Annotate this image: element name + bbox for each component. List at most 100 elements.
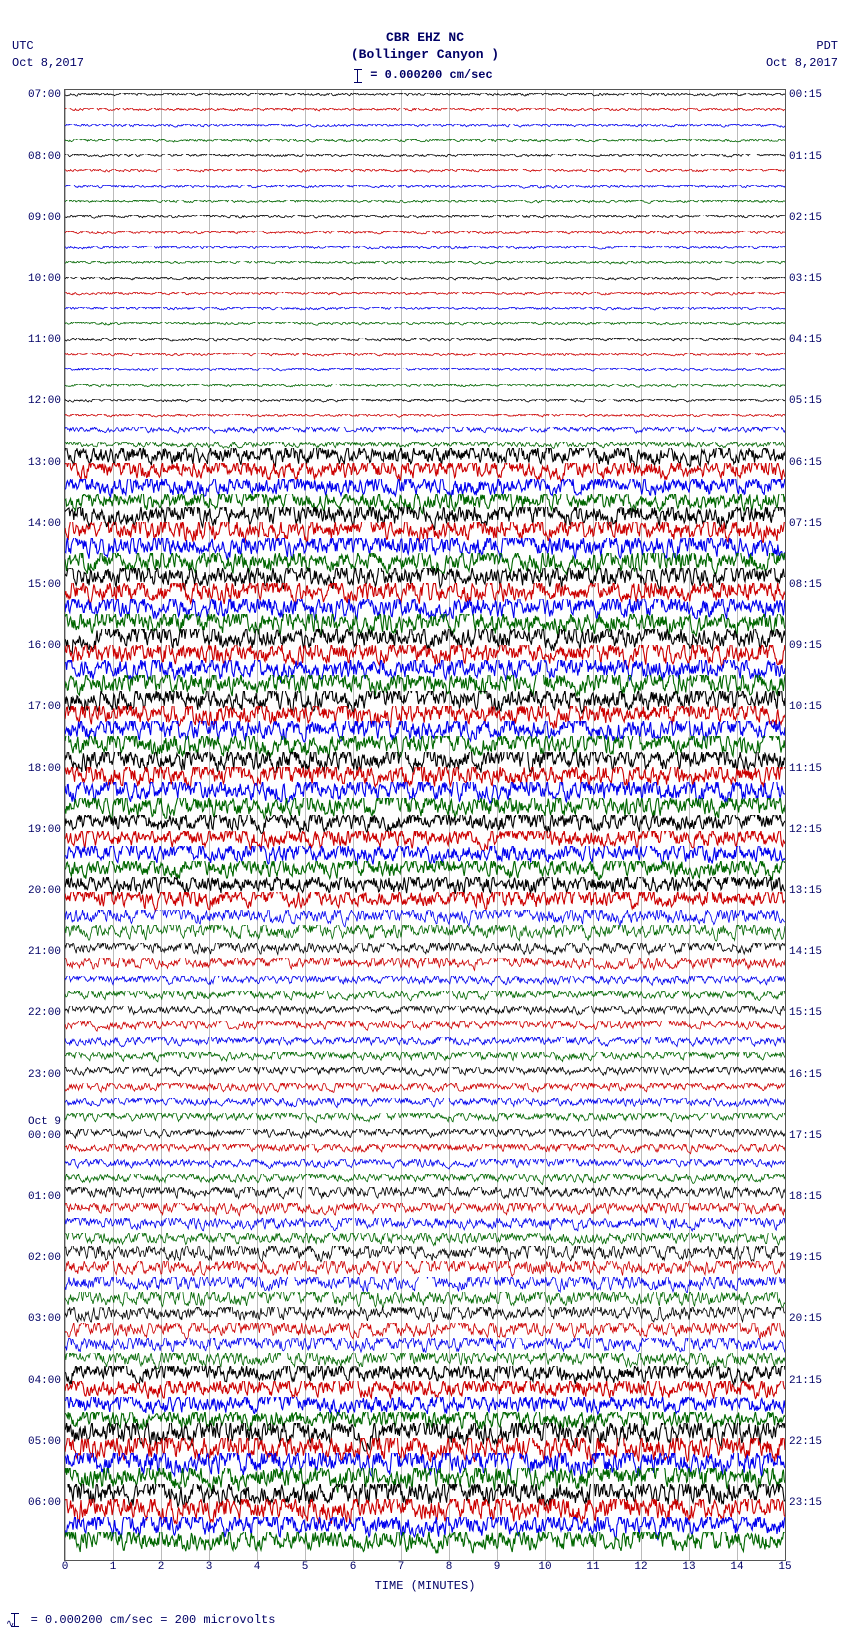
utc-hour-label: 04:00 [28, 1375, 65, 1387]
trace-line [65, 1067, 785, 1083]
gridline [785, 90, 786, 1560]
tz-right-block: PDT Oct 8,2017 [766, 38, 838, 72]
utc-hour-label: 07:00 [28, 89, 65, 101]
trace-line [65, 139, 785, 146]
trace-line [65, 1021, 785, 1037]
pdt-hour-label: 21:15 [785, 1375, 822, 1387]
pdt-hour-label: 11:15 [785, 763, 822, 775]
x-tick: 3 [206, 1561, 213, 1573]
trace-line [65, 368, 785, 375]
pdt-hour-label: 19:15 [785, 1252, 822, 1264]
x-tick: 1 [110, 1561, 117, 1573]
trace-line [65, 1159, 785, 1175]
x-tick: 13 [682, 1561, 695, 1573]
pdt-hour-label: 02:15 [785, 212, 822, 224]
utc-hour-label: 21:00 [28, 946, 65, 958]
trace-line [65, 246, 785, 253]
trace-line [65, 200, 785, 207]
trace-line [65, 1083, 785, 1099]
x-tick: 11 [586, 1561, 599, 1573]
utc-hour-label: 16:00 [28, 640, 65, 652]
x-axis: TIME (MINUTES) 0123456789101112131415 [65, 1561, 785, 1601]
x-tick: 15 [778, 1561, 791, 1573]
trace-line [65, 1052, 785, 1068]
tz-left-block: UTC Oct 8,2017 [12, 38, 84, 72]
trace-line [65, 427, 785, 439]
utc-hour-label: 14:00 [28, 518, 65, 530]
utc-hour-label: 20:00 [28, 885, 65, 897]
tz-right-label: PDT [766, 38, 838, 55]
x-tick: 2 [158, 1561, 165, 1573]
trace-line [65, 185, 785, 192]
station-location: (Bollinger Canyon ) [0, 47, 850, 64]
utc-hour-label: 03:00 [28, 1313, 65, 1325]
pdt-hour-label: 00:15 [785, 89, 822, 101]
amplitude-scale: = 0.000200 cm/sec [0, 68, 850, 84]
station-code: CBR EHZ NC [0, 30, 850, 47]
utc-hour-label: 10:00 [28, 273, 65, 285]
pdt-hour-label: 05:15 [785, 395, 822, 407]
trace-line [65, 399, 785, 406]
pdt-hour-label: 12:15 [785, 824, 822, 836]
utc-hour-label: 15:00 [28, 579, 65, 591]
trace-line [65, 277, 785, 284]
trace-line [65, 991, 785, 1007]
trace-line [65, 93, 785, 100]
trace-line [65, 169, 785, 176]
pdt-hour-label: 06:15 [785, 457, 822, 469]
tz-left-date: Oct 8,2017 [12, 55, 84, 72]
utc-hour-label: 12:00 [28, 395, 65, 407]
pdt-hour-label: 10:15 [785, 701, 822, 713]
pdt-hour-label: 13:15 [785, 885, 822, 897]
utc-hour-label: 19:00 [28, 824, 65, 836]
pdt-hour-label: 01:15 [785, 151, 822, 163]
pdt-hour-label: 20:15 [785, 1313, 822, 1325]
trace-line [65, 1006, 785, 1022]
scale-bar-icon [357, 69, 366, 83]
trace-line [65, 154, 785, 161]
utc-hour-label: 18:00 [28, 763, 65, 775]
trace-line [65, 353, 785, 360]
utc-hour-label: 06:00 [28, 1497, 65, 1509]
pdt-hour-label: 23:15 [785, 1497, 822, 1509]
trace-line [65, 215, 785, 222]
scale-text: = 0.000200 cm/sec [370, 68, 492, 84]
utc-hour-label: 17:00 [28, 701, 65, 713]
trace-line [65, 384, 785, 391]
utc-hour-label: 02:00 [28, 1252, 65, 1264]
x-tick: 7 [398, 1561, 405, 1573]
seismogram-page: UTC Oct 8,2017 PDT Oct 8,2017 CBR EHZ NC… [0, 0, 850, 1641]
seismogram-plot [64, 89, 786, 1561]
x-tick: 4 [254, 1561, 261, 1573]
trace-line [65, 976, 785, 992]
trace-line [65, 1037, 785, 1053]
chart-header: CBR EHZ NC (Bollinger Canyon ) = 0.00020… [0, 0, 850, 83]
pdt-hour-label: 07:15 [785, 518, 822, 530]
pdt-hour-label: 15:15 [785, 1007, 822, 1019]
trace-line [65, 338, 785, 345]
plot-wrap: 07:0008:0009:0010:0011:0012:0013:0014:00… [50, 89, 800, 1601]
pdt-hour-label: 17:15 [785, 1130, 822, 1142]
trace-line [65, 1144, 785, 1160]
x-tick: 14 [730, 1561, 743, 1573]
x-axis-title: TIME (MINUTES) [375, 1579, 476, 1593]
utc-hour-label: 09:00 [28, 212, 65, 224]
trace-line [65, 1129, 785, 1145]
utc-hour-label: 01:00 [28, 1191, 65, 1203]
footer-scale: ∿ = 0.000200 cm/sec = 200 microvolts [0, 1601, 850, 1641]
utc-hour-label: 13:00 [28, 457, 65, 469]
x-tick: 9 [494, 1561, 501, 1573]
trace-line [65, 1532, 785, 1561]
trace-line [65, 261, 785, 268]
pdt-hour-label: 08:15 [785, 579, 822, 591]
tz-left-label: UTC [12, 38, 84, 55]
date-change-label: Oct 9 [28, 1116, 65, 1128]
x-tick: 0 [62, 1561, 69, 1573]
trace-line [65, 1098, 785, 1114]
pdt-hour-label: 22:15 [785, 1436, 822, 1448]
x-tick: 8 [446, 1561, 453, 1573]
trace-line [65, 231, 785, 238]
utc-hour-label: 23:00 [28, 1069, 65, 1081]
utc-hour-label: 11:00 [28, 334, 65, 346]
pdt-hour-label: 14:15 [785, 946, 822, 958]
